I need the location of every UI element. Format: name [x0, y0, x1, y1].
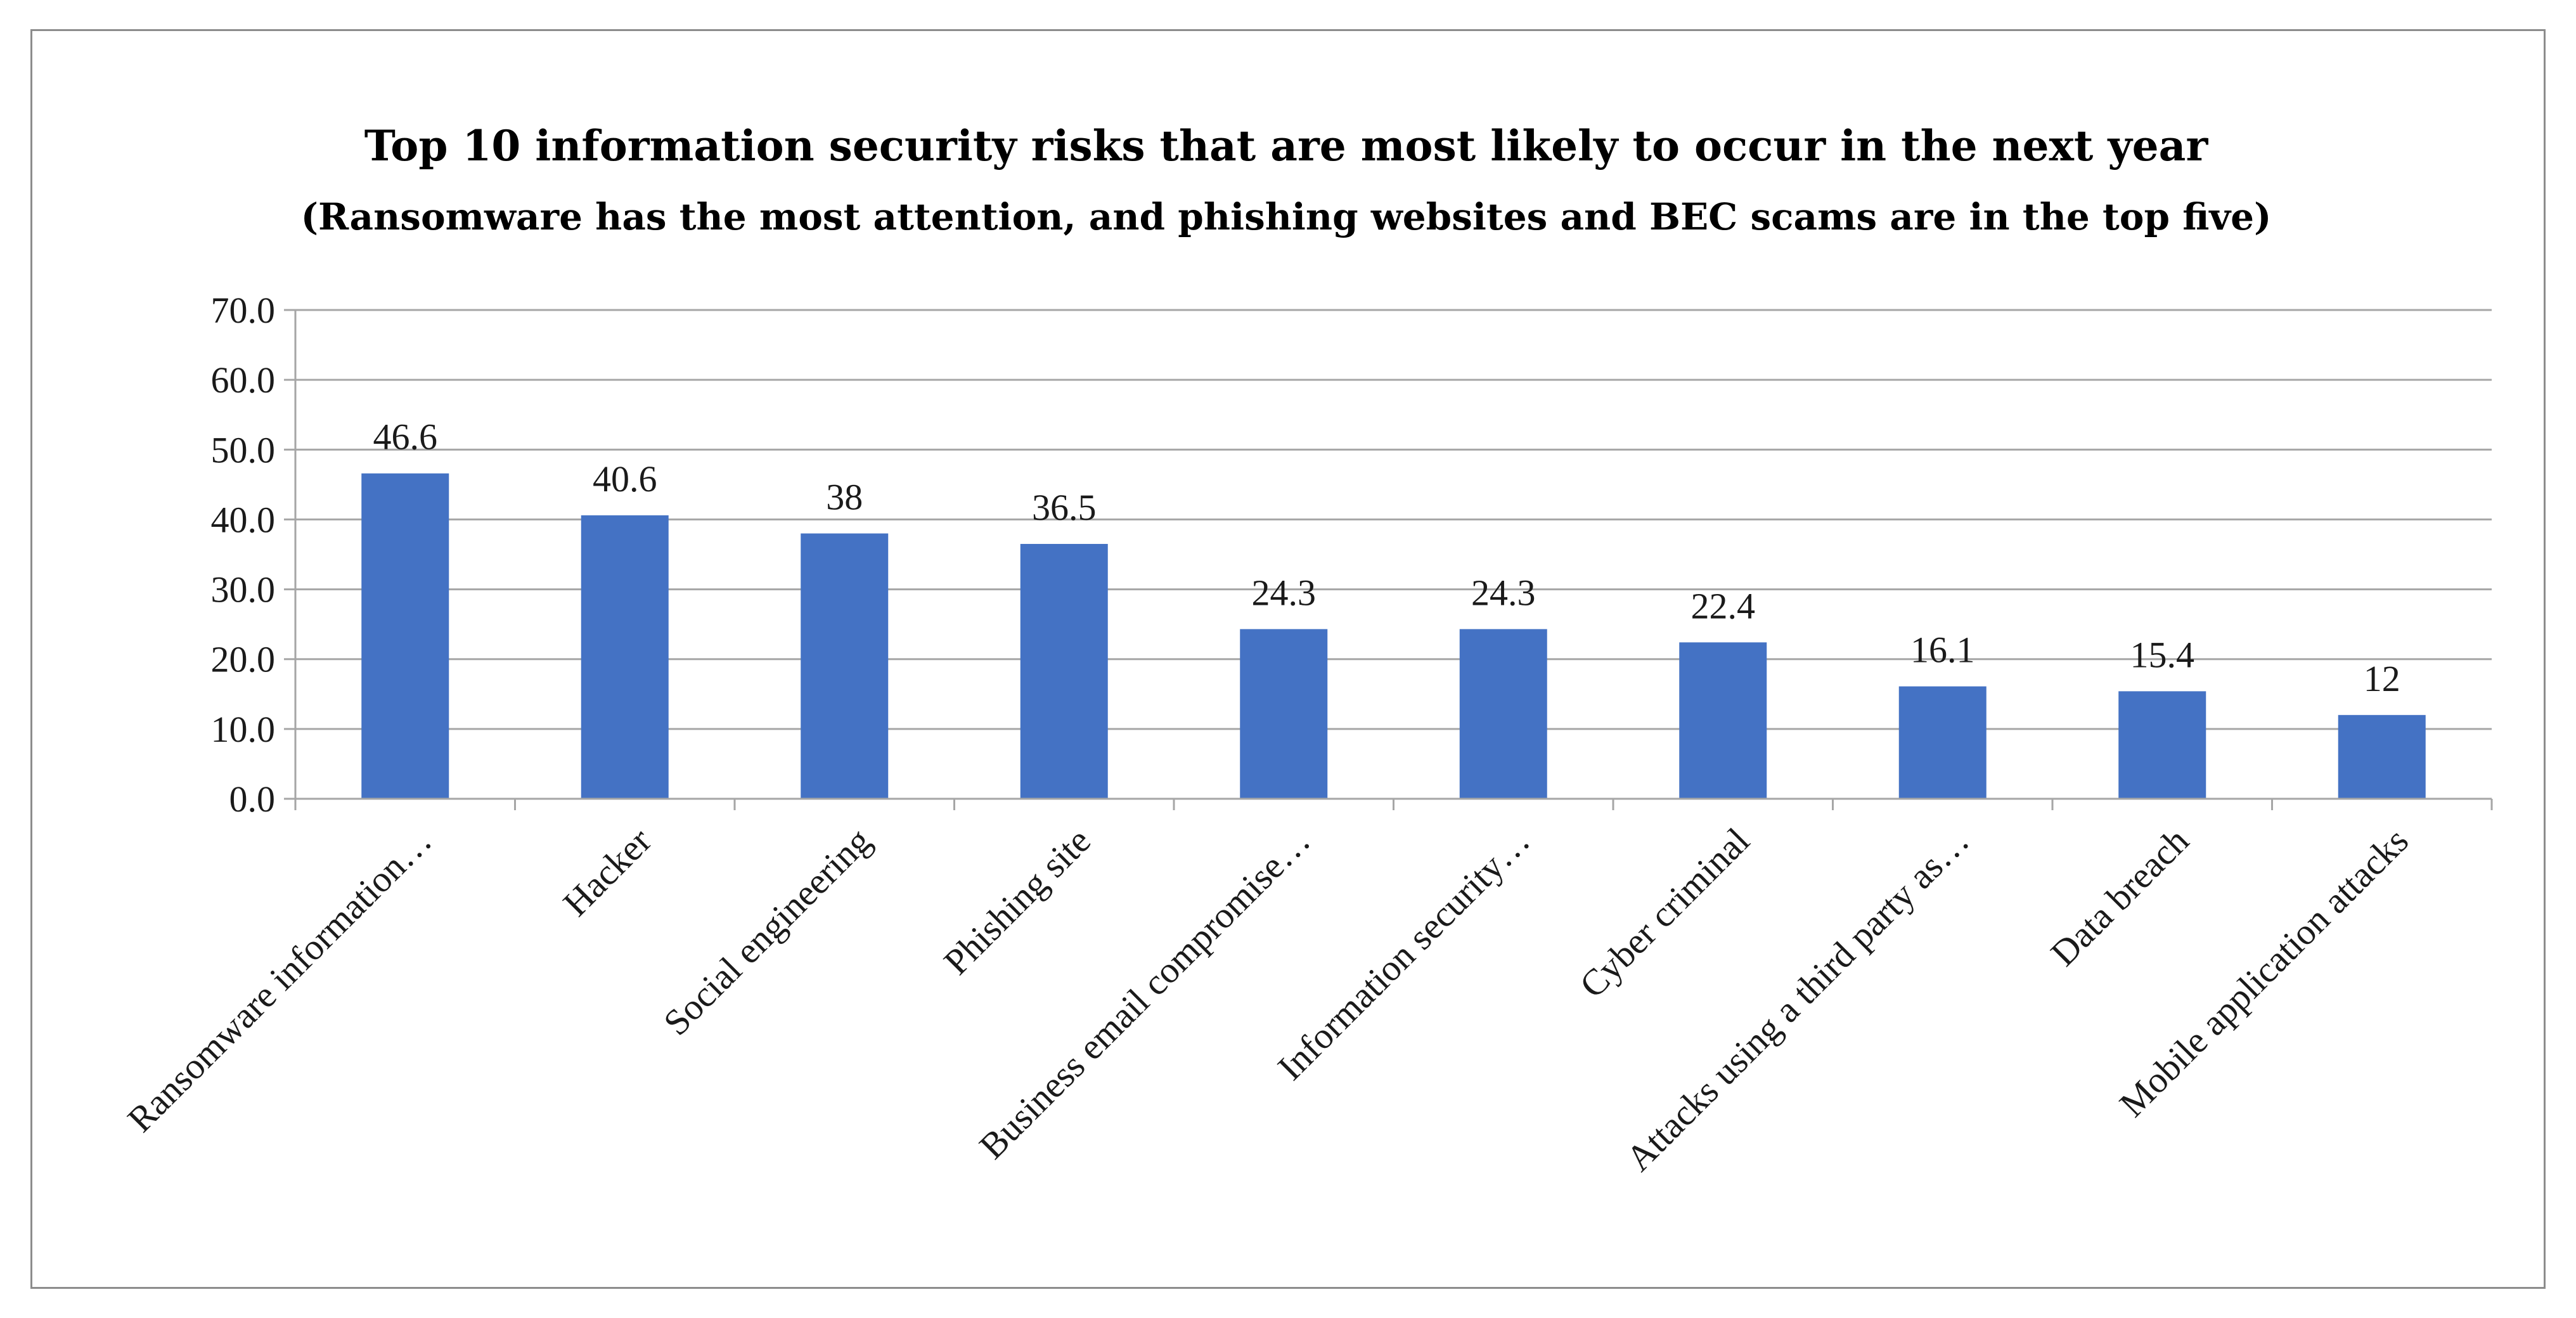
- bar-chart: Top 10 information security risks that a…: [119, 121, 2493, 1179]
- y-tick-label: 10.0: [211, 709, 276, 750]
- category-label: Data breach: [2043, 820, 2197, 974]
- data-label: 36.5: [1032, 487, 1097, 528]
- category-label: Social engineering: [655, 820, 879, 1043]
- y-tick-label: 70.0: [211, 290, 276, 331]
- category-label: Information security…: [1270, 820, 1538, 1088]
- bar: [1679, 642, 1767, 799]
- y-tick-label: 50.0: [211, 429, 276, 470]
- bar: [2118, 691, 2206, 799]
- category-label: Cyber criminal: [1571, 820, 1757, 1005]
- bar: [1459, 629, 1547, 799]
- chart-frame: Top 10 information security risks that a…: [30, 29, 2546, 1289]
- data-label: 40.6: [593, 458, 657, 500]
- category-label: Attacks using a third party as…: [1618, 820, 1976, 1179]
- data-label: 22.4: [1691, 585, 1756, 626]
- bars: [361, 473, 2426, 799]
- y-axis-ticks: 0.0 10.0 20.0 30.0 40.0 50.0 60.0 70.0: [211, 290, 297, 820]
- category-label: Ransomware information…: [119, 820, 439, 1140]
- bar: [2338, 714, 2426, 799]
- y-tick-label: 0.0: [229, 779, 276, 820]
- data-label: 24.3: [1471, 572, 1536, 613]
- category-label: Phishing site: [936, 820, 1098, 983]
- chart-title: Top 10 information security risks that a…: [364, 121, 2209, 171]
- bar: [801, 533, 889, 799]
- chart-subtitle: (Ransomware has the most attention, and …: [301, 195, 2272, 238]
- data-labels: 46.6 40.6 38 36.5 24.3 24.3 22.4 16.1 15.4 12: [373, 417, 2400, 699]
- bar: [1898, 686, 1987, 799]
- bar: [1240, 629, 1328, 799]
- data-label: 38: [826, 476, 863, 517]
- data-label: 15.4: [2130, 634, 2195, 675]
- bar: [581, 515, 669, 799]
- y-tick-label: 20.0: [211, 639, 276, 680]
- data-label: 12: [2364, 658, 2400, 699]
- x-axis: [294, 798, 2493, 810]
- data-label: 46.6: [373, 417, 438, 458]
- y-tick-label: 60.0: [211, 359, 276, 401]
- bar: [1020, 543, 1108, 799]
- y-tick-label: 40.0: [211, 499, 276, 540]
- bar: [361, 473, 449, 799]
- data-label: 16.1: [1910, 630, 1975, 671]
- y-tick-label: 30.0: [211, 569, 276, 611]
- data-label: 24.3: [1252, 572, 1317, 613]
- category-label: Hacker: [555, 820, 659, 924]
